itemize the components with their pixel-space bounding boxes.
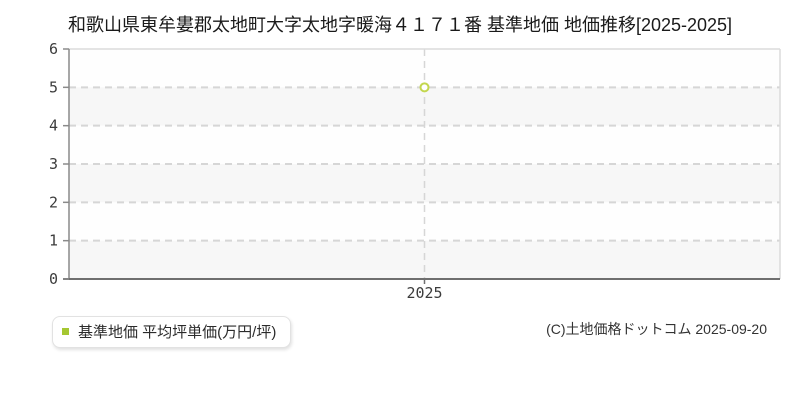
y-tick-label: 4	[49, 117, 58, 135]
y-tick-label: 0	[49, 270, 58, 288]
legend: 基準地価 平均坪単価(万円/坪)	[52, 316, 292, 348]
y-tick-label: 3	[49, 155, 58, 173]
y-tick-label: 1	[49, 232, 58, 250]
y-tick-label: 5	[49, 78, 58, 96]
legend-marker-icon	[62, 328, 69, 335]
data-point-marker	[419, 82, 430, 93]
y-tick-label: 6	[49, 40, 58, 58]
plot-band	[69, 87, 780, 126]
legend-label: 基準地価 平均坪単価(万円/坪)	[78, 324, 277, 341]
y-tick-label: 2	[49, 193, 58, 211]
x-tick-label: 2025	[406, 284, 442, 302]
copyright-text: (C)土地価格ドットコム 2025-09-20	[546, 321, 767, 337]
page-title: 和歌山県東牟婁郡太地町大字太地字暖海４１７１番 基準地価 地価推移[2025-2…	[67, 15, 733, 35]
